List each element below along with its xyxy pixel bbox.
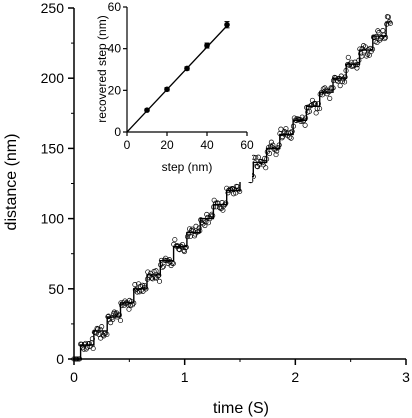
main-data-point	[362, 44, 368, 50]
main-data-point	[155, 273, 161, 279]
main-data-point	[202, 222, 208, 229]
main-data-point	[153, 268, 159, 274]
main-data-point	[137, 289, 143, 295]
main-data-point	[380, 27, 386, 34]
inset-chart: 0 20 40 60 0 20 40 60 step (nm) recovered step …	[95, 0, 254, 182]
main-y-tick-label: 50	[48, 281, 64, 297]
main-data-point	[101, 333, 107, 339]
main-data-point	[385, 14, 391, 20]
main-staircase-fit-line	[74, 21, 391, 360]
main-data-point	[166, 257, 172, 263]
main-data-point	[278, 126, 284, 132]
main-data-point	[289, 128, 295, 134]
main-data-point	[370, 34, 377, 40]
main-data-point	[342, 74, 348, 80]
main-data-point	[255, 164, 261, 170]
inset-data-point	[164, 86, 170, 93]
main-data-point	[345, 54, 351, 60]
main-data-point	[376, 30, 382, 36]
inset-y-tick-label: 40	[108, 42, 122, 56]
main-data-point	[283, 126, 289, 132]
main-data-point	[181, 248, 187, 255]
main-data-point	[203, 219, 209, 225]
main-data-point	[149, 275, 155, 281]
inset-x-tick-label: 0	[124, 138, 131, 152]
inset-fit-line	[126, 25, 228, 133]
main-x-tick-label: 2	[291, 369, 299, 385]
main-x-tick-label: 1	[181, 369, 189, 385]
main-data-point	[358, 51, 364, 57]
main-data-point	[335, 78, 341, 84]
main-y-axis-label: distance (nm)	[3, 134, 20, 231]
main-data-point	[273, 152, 279, 158]
main-data-point	[337, 83, 343, 89]
main-data-point	[253, 155, 259, 161]
main-data-point	[156, 278, 163, 284]
main-data-point	[99, 324, 105, 330]
main-data-point	[211, 197, 217, 203]
inset-y-tick-label: 20	[108, 83, 122, 97]
main-data-point	[213, 200, 219, 206]
main-y-tick-label: 0	[56, 351, 64, 367]
main-data-point	[288, 135, 294, 141]
main-data-point	[182, 245, 188, 251]
main-data-point	[105, 313, 112, 319]
main-data-point	[387, 20, 393, 26]
main-data-point	[160, 263, 166, 269]
inset-y-axis-label: recovered step (nm)	[95, 15, 109, 122]
inset-data-point	[224, 21, 230, 28]
main-data-point	[81, 346, 87, 352]
main-data-point	[170, 261, 176, 267]
main-data-point	[302, 122, 308, 128]
main-y-tick-label: 200	[41, 70, 65, 86]
main-data-point	[90, 345, 96, 352]
main-x-axis-label: time (S)	[213, 400, 269, 417]
main-data-point	[104, 331, 110, 338]
inset-x-tick-label: 60	[240, 138, 254, 152]
main-y-tick-label: 100	[41, 211, 65, 227]
main-data-point	[263, 165, 269, 171]
main-data-point	[268, 139, 274, 145]
main-data-point	[86, 341, 92, 347]
main-y-tick-label: 250	[41, 0, 65, 16]
inset-y-tick-label: 0	[114, 125, 121, 139]
main-x-tick-label: 3	[402, 369, 410, 385]
inset-x-tick-label: 40	[200, 138, 214, 152]
main-data-point	[132, 282, 138, 288]
inset-y-tick-label: 60	[108, 0, 122, 14]
main-data-point	[313, 110, 319, 116]
inset-x-tick-label: 20	[160, 138, 174, 152]
inset-axes: 0 20 40 60 0 20 40 60	[108, 0, 254, 152]
main-data-point	[306, 108, 312, 115]
main-y-tick-label: 150	[41, 140, 65, 156]
main-data-point	[196, 225, 202, 231]
inset-x-axis-label: step (nm)	[162, 160, 213, 174]
main-data-point	[117, 317, 124, 324]
main-x-tick-label: 0	[70, 369, 78, 385]
main-data-point	[342, 79, 348, 85]
main-data-point	[266, 151, 273, 157]
inset-data-point	[204, 42, 210, 49]
inset-data-point	[184, 65, 190, 72]
main-data-point	[172, 237, 178, 243]
inset-data-points	[144, 21, 230, 113]
inset-background	[120, 0, 252, 182]
main-data-point	[255, 154, 261, 160]
main-data-point	[327, 95, 333, 101]
main-data-point	[354, 65, 360, 71]
main-data-point	[339, 78, 346, 84]
inset-data-point	[144, 107, 150, 113]
main-data-point	[150, 276, 156, 282]
main-data-point	[210, 213, 216, 219]
